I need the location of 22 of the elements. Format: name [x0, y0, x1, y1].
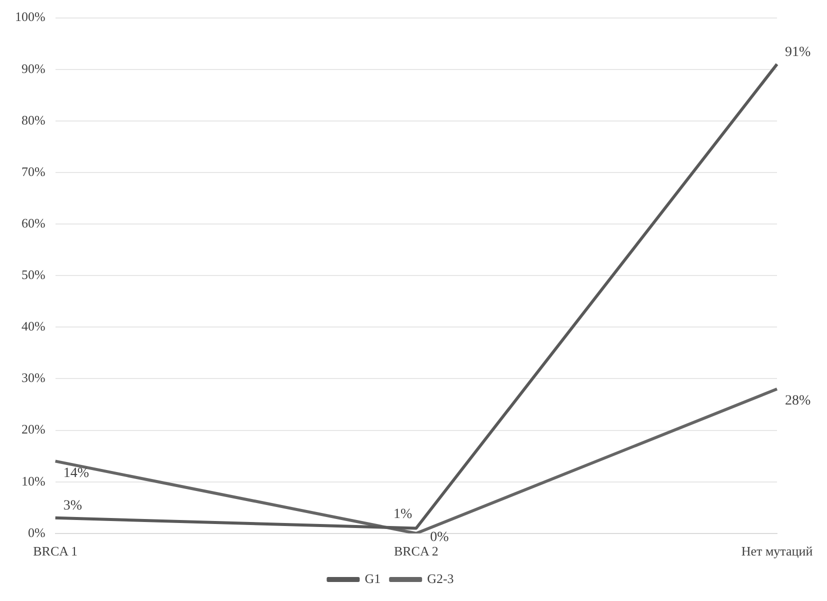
y-tick-label: 70% — [21, 164, 46, 179]
data-label: 14% — [63, 466, 90, 481]
y-tick-label: 0% — [28, 524, 46, 540]
data-label: 91% — [785, 44, 811, 60]
x-tick-label: BRCA 2 — [394, 544, 438, 559]
x-tick-label: BRCA 1 — [33, 544, 78, 559]
y-tick-label: 50% — [21, 267, 46, 282]
y-tick-label: 60% — [21, 215, 46, 230]
data-label: 3% — [63, 498, 82, 514]
data-label: 0% — [430, 530, 450, 546]
data-label: 28% — [785, 394, 811, 409]
x-tick-label: Нет мутаций — [741, 544, 813, 559]
legend-label: G1 — [364, 570, 381, 586]
data-label: 1% — [393, 506, 412, 522]
y-tick-label: 40% — [21, 318, 46, 334]
legend-label: G2-3 — [427, 570, 454, 586]
y-tick-label: 30% — [21, 370, 46, 386]
y-tick-label: 90% — [21, 60, 46, 76]
y-tick-label: 80% — [21, 112, 46, 128]
y-tick-label: 10% — [21, 473, 46, 488]
y-tick-label: 100% — [14, 9, 46, 24]
y-tick-label: 20% — [21, 422, 46, 437]
